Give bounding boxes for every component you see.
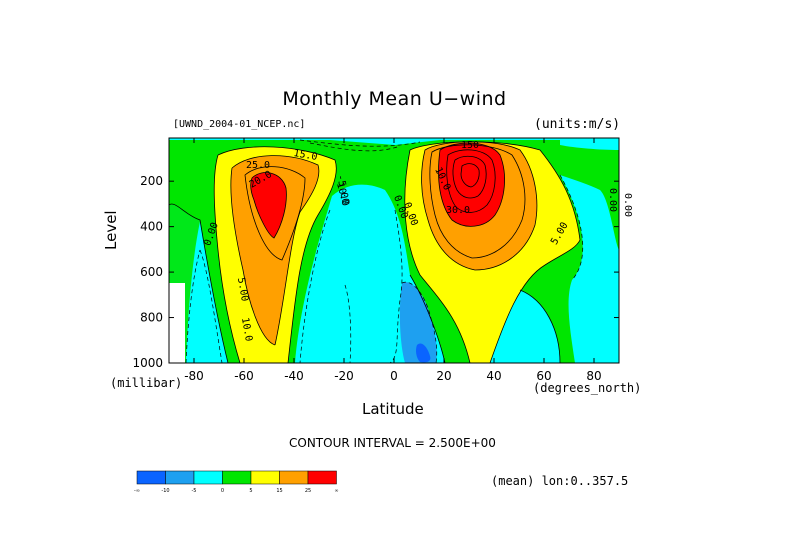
y-axis: 200 400 600 800 1000 xyxy=(132,174,619,370)
colorbar-tick-label: -5 xyxy=(192,488,197,494)
colorbar-tick-label: -∞ xyxy=(134,488,140,494)
negative-contour-lines xyxy=(185,139,584,363)
band-neg15-neg10 xyxy=(416,343,431,363)
x-tick-label: -40 xyxy=(284,369,304,383)
contour-label: 25.0 xyxy=(246,160,270,171)
colorbar-swatch xyxy=(193,470,223,485)
x-tick-label: 80 xyxy=(586,369,601,383)
band-neg5-0-patch xyxy=(560,175,619,363)
colorbar-tick-label: -10 xyxy=(161,488,169,494)
x-tick-label: -80 xyxy=(184,369,204,383)
units-label: (units:m/s) xyxy=(534,117,621,132)
white-gap xyxy=(169,283,185,363)
mean-info-label: (mean) lon:0..357.5 xyxy=(491,474,629,488)
dataset-label: [UWND_2004-01_NCEP.nc] xyxy=(173,119,306,130)
colorbar-swatch xyxy=(307,470,337,485)
chart-title: Monthly Mean U−wind xyxy=(282,88,507,110)
filled-contour-field xyxy=(169,138,619,363)
colorbar-swatch xyxy=(250,470,280,485)
contour-label: 5.00 xyxy=(235,277,250,303)
contour-label: -5.00 xyxy=(334,174,350,206)
x-tick-label: 20 xyxy=(436,369,451,383)
x-axis: -80 -60 -40 -20 0 20 40 60 80 xyxy=(184,138,602,383)
contour-label: 30.0 xyxy=(446,205,470,216)
y-tick-label: 600 xyxy=(140,265,163,279)
y-tick-label: 800 xyxy=(140,311,163,325)
y-tick-label: 1000 xyxy=(132,356,163,370)
band-gt25-south xyxy=(250,172,287,238)
colorbar-tick-label: 0 xyxy=(221,488,224,494)
colorbar-tick-label: 5 xyxy=(249,488,252,494)
colorbar: -∞ -10 -5 0 5 15 25 ∞ xyxy=(134,470,339,494)
band-neg10-neg5 xyxy=(399,282,437,363)
colorbar-swatch xyxy=(165,470,195,485)
contour-label: 15.0 xyxy=(293,148,319,163)
colorbar-tick-label: 25 xyxy=(305,488,311,494)
x-tick-label: 40 xyxy=(486,369,501,383)
colorbar-swatch xyxy=(279,470,309,485)
y-tick-label: 400 xyxy=(140,220,163,234)
colorbar-swatch xyxy=(136,470,166,485)
colorbar-swatch xyxy=(222,470,252,485)
contour-label: 0.00 xyxy=(607,188,618,212)
contour-label: 0.00 xyxy=(622,193,633,217)
y-tick-label: 200 xyxy=(140,174,163,188)
x-axis-unit: (degrees_north) xyxy=(533,381,642,395)
x-tick-label: 60 xyxy=(536,369,551,383)
band-neg5-0-patch xyxy=(560,138,619,150)
colorbar-tick-label: 15 xyxy=(276,488,282,494)
contour-interval-label: CONTOUR INTERVAL = 2.500E+00 xyxy=(289,436,496,450)
band-neg5-0-patch xyxy=(300,200,403,363)
colorbar-tick-label: ∞ xyxy=(334,488,338,494)
x-tick-label: 0 xyxy=(390,369,398,383)
y-axis-unit: (millibar) xyxy=(110,376,183,390)
band-neg5-0-patch xyxy=(186,250,222,363)
contour-label: 10.0 xyxy=(239,317,254,343)
x-axis-label: Latitude xyxy=(362,400,424,418)
contour-lines xyxy=(169,141,581,363)
band-0-5-left xyxy=(169,140,300,363)
x-tick-label: -20 xyxy=(334,369,354,383)
contour-label: 150 xyxy=(461,140,479,151)
band-15-25-south xyxy=(230,155,319,345)
x-tick-label: -60 xyxy=(234,369,254,383)
